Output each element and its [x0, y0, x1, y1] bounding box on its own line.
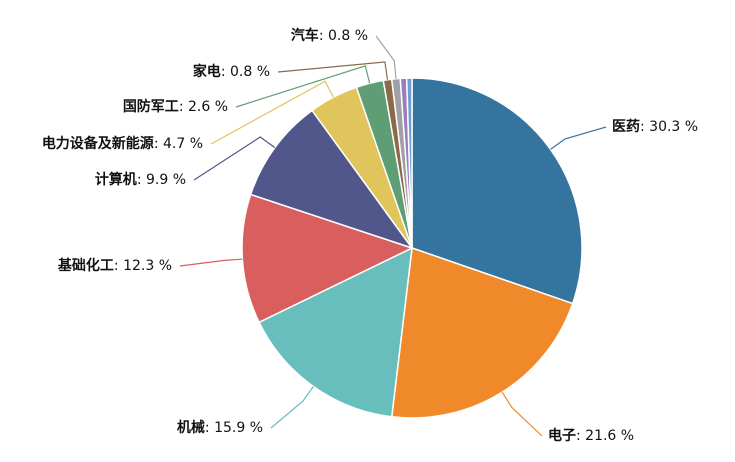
pie-slice — [241, 193, 414, 324]
leader-line — [277, 61, 389, 80]
slice-label: 电力设备及新能源: 4.7 % — [42, 135, 203, 152]
slice-label: 家电: 0.8 % — [193, 63, 270, 80]
slice-label: 基础化工: 12.3 % — [58, 257, 172, 274]
category-name: 电子 — [548, 427, 576, 444]
value-label: : 4.7 % — [154, 136, 203, 152]
leader-line — [235, 65, 371, 108]
leader-line — [179, 258, 243, 267]
value-label: : 12.3 % — [114, 258, 172, 274]
slice-label: 国防军工: 2.6 % — [123, 98, 228, 115]
category-name: 国防军工 — [123, 98, 179, 115]
value-label: : 9.9 % — [137, 172, 186, 188]
leader-line — [501, 391, 543, 437]
category-name: 机械 — [177, 419, 205, 436]
pie-slice — [405, 77, 413, 249]
slice-label: 机械: 15.9 % — [177, 419, 263, 436]
value-label: : 0.8 % — [221, 64, 270, 80]
value-label: : 0.8 % — [319, 28, 368, 44]
category-name: 汽车 — [291, 27, 319, 44]
category-name: 电力设备及新能源 — [42, 135, 154, 152]
leader-line — [375, 35, 397, 79]
category-name: 计算机 — [95, 171, 137, 188]
leader-line — [193, 136, 276, 181]
slice-label: 汽车: 0.8 % — [291, 27, 368, 44]
category-name: 医药 — [612, 118, 640, 135]
value-label: : 30.3 % — [640, 119, 698, 135]
leader-line — [550, 126, 607, 150]
leader-line — [270, 386, 314, 429]
category-name: 家电 — [193, 63, 221, 80]
value-label: : 15.9 % — [205, 420, 263, 436]
leader-line — [210, 80, 334, 145]
pie-slice — [249, 109, 414, 250]
slice-label: 电子: 21.6 % — [548, 427, 634, 444]
slice-label: 医药: 30.3 % — [612, 118, 698, 135]
slice-label: 计算机: 9.9 % — [95, 171, 186, 188]
value-label: : 2.6 % — [179, 99, 228, 115]
category-name: 基础化工 — [58, 257, 114, 274]
value-label: : 21.6 % — [576, 428, 634, 444]
